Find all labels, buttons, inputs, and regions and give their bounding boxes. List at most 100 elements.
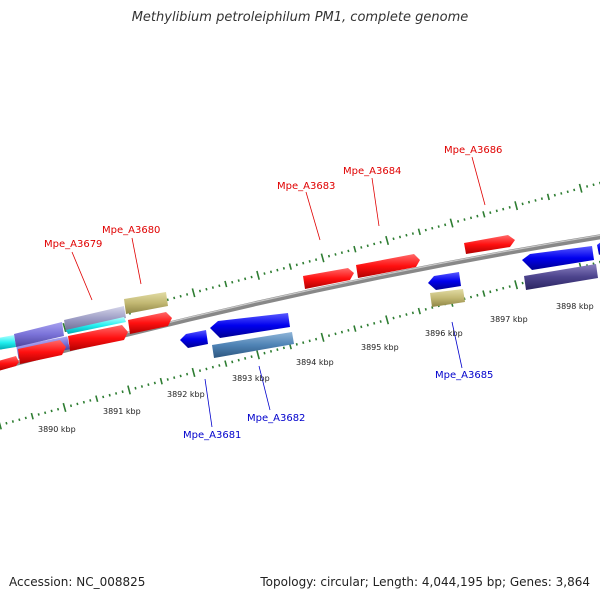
feature-red-3[interactable] bbox=[128, 312, 172, 334]
scale-label-3892: 3892 kbp bbox=[167, 390, 205, 399]
gene-label-mpe-a3679[interactable]: Mpe_A3679 bbox=[44, 239, 102, 250]
feature-navy-right[interactable] bbox=[524, 264, 598, 290]
scale-tick bbox=[24, 416, 27, 420]
feature-steel[interactable] bbox=[212, 332, 294, 358]
scale-tick bbox=[534, 199, 537, 202]
scale-tick bbox=[244, 277, 247, 281]
scale-tick bbox=[50, 409, 53, 413]
scale-tick bbox=[340, 330, 344, 334]
feature-mpe-a3684[interactable] bbox=[356, 254, 420, 278]
scale-tick bbox=[231, 280, 234, 284]
feature-gray[interactable] bbox=[64, 306, 126, 332]
gene-label-mpe-a3683[interactable]: Mpe_A3683 bbox=[277, 181, 335, 192]
scale-tick bbox=[411, 311, 414, 315]
scale-tick bbox=[224, 360, 228, 367]
scale-tick bbox=[244, 356, 247, 360]
scale-tick bbox=[127, 385, 131, 395]
scale-tick bbox=[224, 280, 228, 288]
scale-tick bbox=[95, 395, 99, 403]
scale-tick bbox=[398, 314, 402, 318]
feature-blue-edge[interactable] bbox=[597, 241, 600, 255]
scale-tick bbox=[121, 390, 124, 394]
scale-tick bbox=[379, 240, 382, 244]
feature-khaki-upper[interactable] bbox=[124, 292, 168, 314]
map-title: Methylibium petroleiphilum PM1, complete… bbox=[131, 10, 469, 25]
scale-tick bbox=[476, 293, 479, 297]
gene-label-mpe-a3681[interactable]: Mpe_A3681 bbox=[183, 430, 241, 441]
genome-backbone bbox=[0, 234, 600, 371]
scale-tick bbox=[191, 288, 196, 298]
scale-tick bbox=[237, 279, 240, 282]
scale-tick bbox=[405, 233, 408, 237]
feature-purple-left[interactable] bbox=[14, 322, 64, 347]
feature-mpe-a3681[interactable] bbox=[180, 330, 208, 348]
scale-tick bbox=[159, 377, 163, 385]
scale-tick bbox=[560, 192, 563, 195]
scale-tick bbox=[347, 249, 350, 253]
scale-tick bbox=[250, 355, 253, 359]
scale-tick bbox=[444, 223, 447, 227]
scale-tick bbox=[276, 268, 279, 272]
scale-tick bbox=[578, 183, 583, 193]
scale-labels: 3890 kbp 3891 kbp 3892 kbp 3893 kbp 3894… bbox=[38, 302, 594, 434]
scale-tick bbox=[373, 242, 376, 246]
scale-tick bbox=[495, 288, 498, 292]
scale-tick bbox=[211, 365, 214, 369]
scale-tick bbox=[69, 404, 73, 408]
scale-tick bbox=[256, 270, 260, 280]
gene-label-mpe-a3686[interactable]: Mpe_A3686 bbox=[444, 145, 502, 156]
scale-tick bbox=[295, 263, 298, 267]
feature-mpe-a3685[interactable] bbox=[428, 272, 461, 290]
scale-tick bbox=[360, 325, 363, 329]
scale-tick bbox=[288, 263, 292, 270]
feature-khaki-lower[interactable] bbox=[430, 289, 465, 307]
feature-cyan[interactable] bbox=[66, 317, 126, 334]
scale-tick bbox=[315, 337, 318, 341]
scale-tick bbox=[385, 315, 390, 325]
scale-tick bbox=[463, 218, 466, 221]
gene-label-mpe-a3680[interactable]: Mpe_A3680 bbox=[102, 225, 160, 236]
scale-label-3897: 3897 kbp bbox=[490, 315, 528, 324]
scale-tick bbox=[276, 348, 279, 352]
forward-strand-features bbox=[0, 235, 515, 371]
scale-tick bbox=[102, 395, 105, 399]
scale-tick bbox=[502, 286, 505, 290]
scale-tick bbox=[392, 237, 395, 241]
feature-mpe-a3686[interactable] bbox=[464, 235, 515, 254]
feature-blue-right[interactable] bbox=[522, 246, 594, 270]
scale-tick bbox=[198, 369, 202, 373]
feature-red-small-left[interactable] bbox=[0, 356, 19, 371]
scale-tick bbox=[327, 254, 331, 258]
gene-label-mpe-a3684[interactable]: Mpe_A3684 bbox=[343, 166, 401, 177]
scale-tick bbox=[334, 253, 337, 256]
scale-tick bbox=[385, 235, 390, 246]
scale-label-3898: 3898 kbp bbox=[556, 302, 594, 311]
scale-tick bbox=[457, 219, 460, 223]
scale-tick bbox=[179, 374, 182, 378]
scale-tick bbox=[489, 290, 492, 294]
gene-label-mpe-a3685[interactable]: Mpe_A3685 bbox=[435, 370, 493, 381]
scale-tick bbox=[218, 284, 221, 288]
scale-tick bbox=[353, 245, 357, 253]
scale-tick bbox=[30, 412, 34, 420]
scale-tick bbox=[546, 193, 550, 201]
scale-tick bbox=[173, 296, 176, 300]
feature-mpe-a3682[interactable] bbox=[210, 313, 290, 338]
scale-tick bbox=[527, 200, 531, 204]
scale-tick bbox=[295, 342, 298, 346]
feature-red-1[interactable] bbox=[18, 340, 66, 364]
scale-tick bbox=[508, 285, 511, 288]
gene-labels: Mpe_A3679 Mpe_A3680 Mpe_A3683 Mpe_A3684 … bbox=[44, 145, 502, 441]
scale-tick bbox=[269, 349, 273, 353]
scale-tick bbox=[147, 383, 150, 387]
scale-tick bbox=[340, 251, 343, 255]
feature-cyan-left[interactable] bbox=[0, 335, 16, 350]
gene-label-mpe-a3682[interactable]: Mpe_A3682 bbox=[247, 413, 305, 424]
scale-tick bbox=[431, 226, 434, 230]
scale-tick bbox=[320, 332, 325, 342]
feature-mpe-a3683[interactable] bbox=[303, 268, 354, 289]
scale-tick bbox=[108, 393, 111, 397]
feature-red-2[interactable] bbox=[68, 325, 128, 351]
scale-tick bbox=[186, 293, 189, 296]
scale-tick bbox=[347, 328, 350, 332]
